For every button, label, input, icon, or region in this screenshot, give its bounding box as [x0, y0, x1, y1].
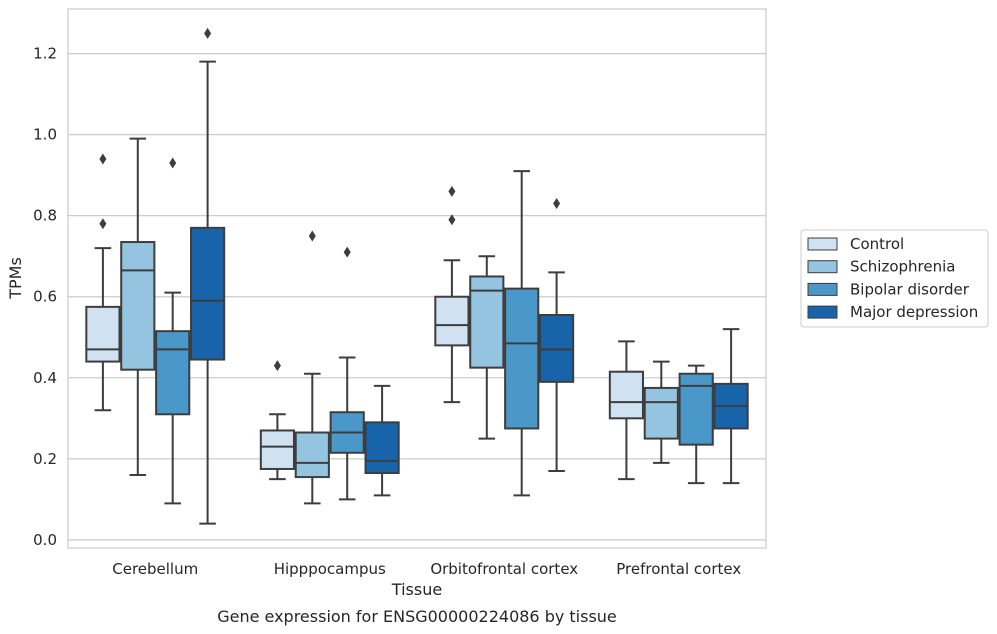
- y-axis-ticks: 0.0 0.2 0.4 0.6 0.8 1.0 1.2: [33, 45, 57, 549]
- legend: Control Schizophrenia Bipolar disorder Majo…: [800, 229, 989, 328]
- outlier-point: [553, 198, 561, 210]
- box: [539, 313, 575, 383]
- box-group: [504, 170, 540, 497]
- outlier-point: [273, 360, 281, 372]
- outlier-point: [169, 157, 177, 169]
- box-group: [329, 246, 365, 501]
- box-group: [434, 185, 470, 404]
- outlier-point: [204, 27, 212, 39]
- y-tick-label: 0.2: [33, 450, 57, 468]
- box-group: [85, 153, 121, 412]
- y-tick-label: 1.2: [33, 45, 57, 63]
- box: [85, 305, 121, 363]
- box: [504, 287, 540, 430]
- y-tick-label: 0.0: [33, 531, 57, 549]
- x-tick-label: Orbitofrontal cortex: [430, 560, 578, 578]
- legend-swatch: [807, 260, 838, 274]
- legend-entry-label: Major depression: [850, 303, 978, 321]
- y-tick-label: 1.0: [33, 126, 57, 144]
- y-tick-label: 0.6: [33, 288, 57, 306]
- box-group: [155, 157, 191, 505]
- y-axis-label: TPMs: [6, 257, 25, 300]
- box: [469, 275, 505, 369]
- y-tick-label: 0.8: [33, 207, 57, 225]
- box-group: [259, 360, 295, 481]
- x-tick-label: Hipppocampus: [274, 560, 386, 578]
- x-tick-label: Prefrontal cortex: [616, 560, 741, 578]
- outlier-point: [448, 185, 456, 197]
- legend-entry-label: Bipolar disorder: [850, 280, 970, 298]
- box-group: [469, 255, 505, 440]
- outlier-point: [343, 246, 351, 258]
- x-axis-label: Tissue: [391, 580, 442, 599]
- outlier-point: [99, 218, 107, 230]
- boxes-layer: [85, 27, 749, 525]
- box-group: [539, 198, 575, 472]
- legend-entry-label: Control: [850, 235, 904, 253]
- legend-entry-label: Schizophrenia: [850, 258, 955, 276]
- x-tick-label: Cerebellum: [112, 560, 198, 578]
- outlier-point: [448, 214, 456, 226]
- y-tick-label: 0.4: [33, 369, 57, 387]
- outlier-point: [99, 153, 107, 165]
- legend-swatch: [807, 282, 838, 296]
- plot-area: [67, 8, 767, 549]
- box: [364, 421, 400, 475]
- box-group: [364, 384, 400, 497]
- box: [294, 431, 330, 479]
- box: [120, 241, 156, 371]
- box-group: [190, 27, 226, 525]
- box-group: [120, 137, 156, 477]
- box-group: [678, 364, 714, 485]
- box: [643, 386, 679, 440]
- box-group: [294, 230, 330, 505]
- legend-swatch: [807, 237, 838, 251]
- box: [608, 370, 644, 420]
- legend-frame: [800, 229, 989, 328]
- box-group: [608, 340, 644, 481]
- box-group: [643, 360, 679, 464]
- box: [434, 295, 470, 347]
- box: [678, 372, 714, 446]
- chart-caption: Gene expression for ENSG00000224086 by t…: [217, 607, 617, 626]
- legend-swatch: [807, 305, 838, 319]
- box: [259, 429, 295, 470]
- box-group: [713, 328, 749, 485]
- y-gridlines: [68, 52, 766, 541]
- outlier-point: [308, 230, 316, 242]
- box: [190, 226, 226, 361]
- box: [155, 330, 191, 416]
- x-axis-ticks: Cerebellum Hipppocampus Orbitofrontal cort…: [112, 560, 741, 578]
